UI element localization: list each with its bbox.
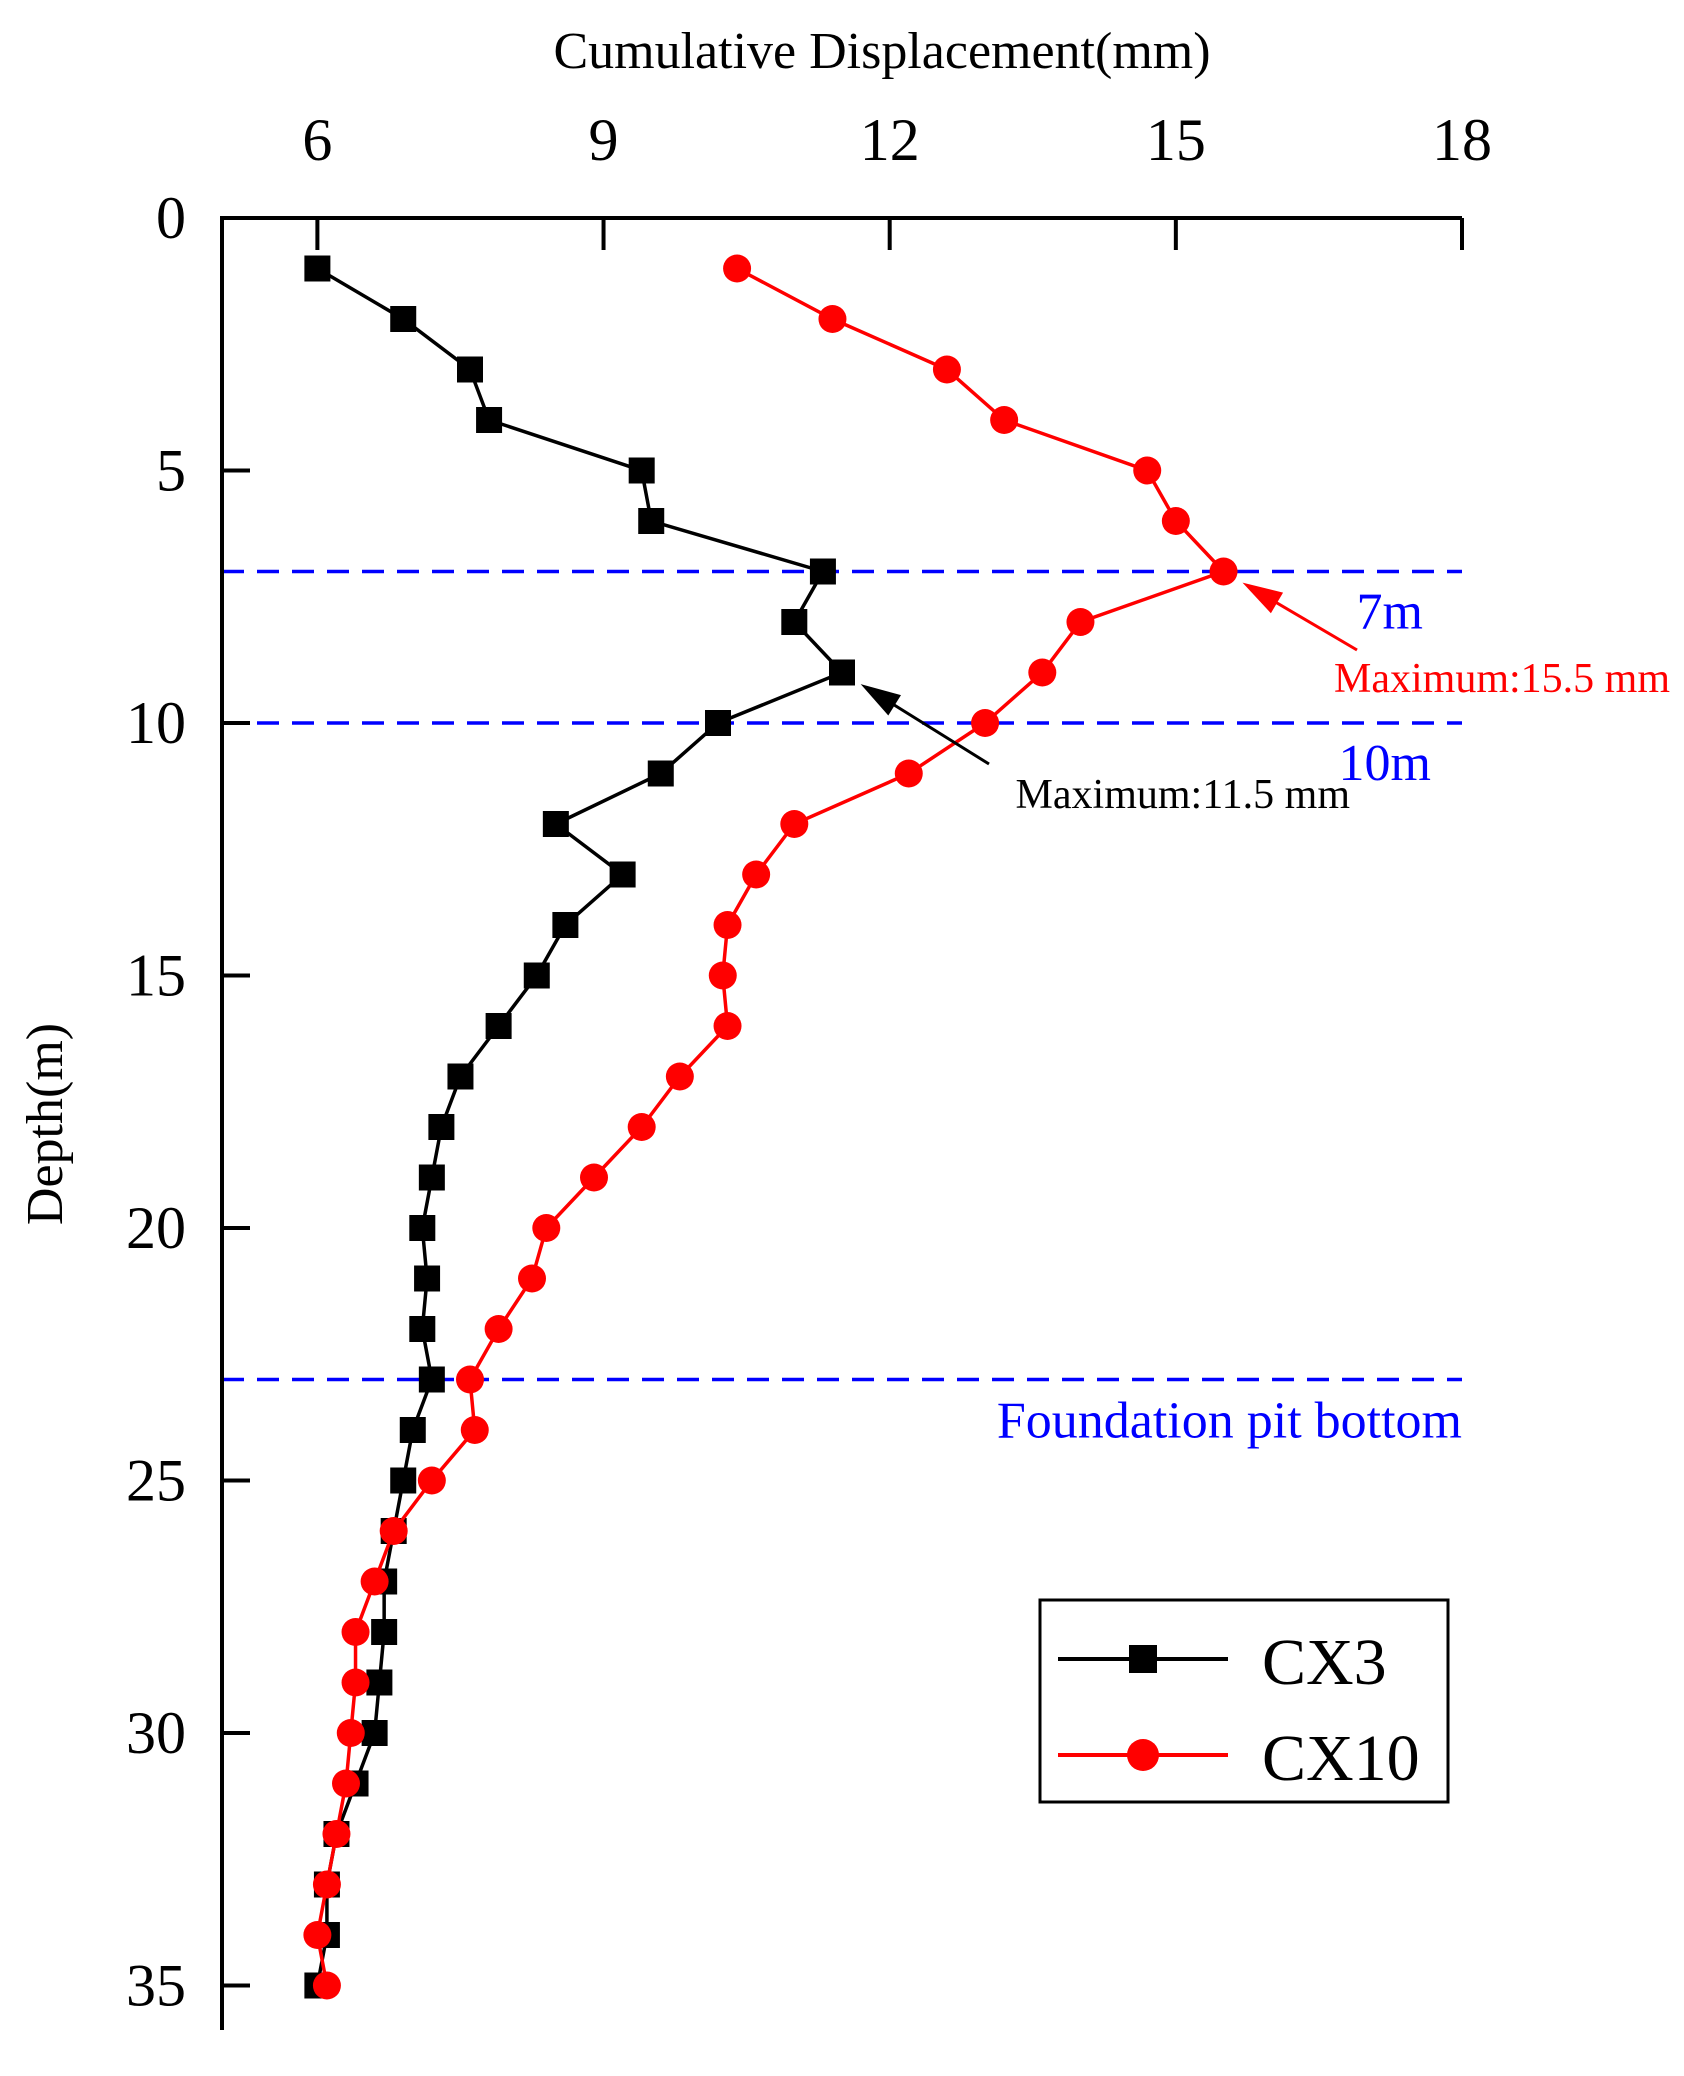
axes-layer: Cumulative Displacement(mm) Depth(m) 6 9 1… [17, 23, 1492, 2030]
data-point-cx3 [414, 1265, 441, 1292]
data-point-cx3 [628, 457, 655, 484]
data-point-cx3 [390, 306, 417, 332]
data-point-cx3 [409, 1316, 436, 1342]
data-point-cx10 [341, 1618, 370, 1646]
annotation-arrow-line [1267, 596, 1358, 652]
data-point-cx3 [304, 255, 331, 282]
data-point-cx10 [713, 1012, 742, 1040]
x-tick-label: 9 [589, 107, 619, 173]
data-point-cx10 [332, 1769, 360, 1798]
data-point-cx3 [399, 1417, 426, 1443]
data-point-cx3 [647, 760, 674, 787]
data-point-cx10 [742, 860, 771, 889]
reference-line-label: 10m [1339, 735, 1431, 792]
y-tick-label: 10 [126, 690, 186, 756]
data-point-cx10 [713, 911, 742, 939]
data-point-cx3 [371, 1619, 398, 1645]
x-tick-label: 6 [302, 107, 332, 173]
y-tick-label: 5 [156, 438, 186, 504]
legend-label-cx10: CX10 [1262, 1722, 1420, 1795]
data-point-cx10 [971, 709, 1000, 737]
data-point-cx10 [336, 1719, 365, 1747]
x-axis-title: Cumulative Displacement(mm) [553, 23, 1210, 80]
legend-label-cx3: CX3 [1262, 1626, 1387, 1699]
x-tick-label: 12 [860, 107, 920, 173]
data-point-cx10 [627, 1113, 656, 1141]
data-point-cx10 [532, 1214, 561, 1242]
data-point-cx10 [460, 1416, 489, 1444]
data-point-cx10 [1133, 456, 1162, 485]
data-point-cx3 [476, 407, 503, 433]
data-point-cx10 [723, 254, 752, 283]
data-point-cx3 [447, 1063, 474, 1090]
data-point-cx10 [1028, 658, 1057, 687]
annotations-layer: Maximum:15.5 mm Maximum:11.5 mm [860, 582, 1670, 818]
series-line-cx3 [315, 266, 846, 1986]
data-point-cx10 [456, 1365, 484, 1394]
data-point-cx3 [829, 659, 855, 686]
data-point-cx10 [417, 1466, 446, 1495]
data-point-cx10 [580, 1163, 608, 1192]
data-point-cx3 [485, 1013, 512, 1039]
data-point-cx3 [361, 1720, 388, 1746]
annotation-arrowhead [860, 684, 901, 716]
data-point-cx3 [390, 1467, 417, 1494]
legend: CX3 CX10 [1038, 1598, 1450, 1804]
annotation-label: Maximum:15.5 mm [1334, 656, 1670, 702]
data-point-cx10 [341, 1668, 370, 1697]
x-tick-label: 18 [1432, 107, 1492, 173]
data-point-cx3 [366, 1669, 393, 1696]
data-point-cx10 [894, 759, 923, 788]
data-point-cx10 [360, 1567, 389, 1596]
legend-box [1038, 1598, 1450, 1804]
data-point-cx3 [428, 1114, 455, 1140]
data-point-cx10 [818, 305, 847, 333]
data-point-cx10 [312, 1971, 341, 2000]
data-point-cx10 [990, 406, 1019, 434]
data-point-cx10 [932, 355, 961, 384]
y-tick-label: 20 [126, 1195, 186, 1261]
y-tick-label: 25 [126, 1448, 186, 1514]
data-point-cx3 [418, 1366, 445, 1393]
y-tick-label: 15 [126, 943, 186, 1009]
data-point-cx10 [1066, 608, 1095, 636]
data-point-cx10 [780, 810, 809, 838]
data-point-cx3 [418, 1164, 445, 1191]
data-point-cx10 [303, 1921, 332, 1949]
reference-lines-layer: 7m 10m Foundation pit bottom [222, 569, 1462, 1450]
legend-marker-cx10 [1127, 1739, 1159, 1771]
data-point-cx10 [518, 1264, 546, 1293]
annotation-label: Maximum:11.5 mm [1016, 772, 1351, 818]
data-point-cx10 [665, 1062, 694, 1091]
data-point-cx3 [609, 861, 636, 888]
data-point-cx3 [705, 710, 731, 736]
data-point-cx3 [457, 356, 483, 383]
annotation-arrowhead [1242, 582, 1284, 614]
y-tick-label: 0 [156, 185, 186, 251]
legend-marker-cx3 [1129, 1645, 1157, 1673]
data-point-cx3 [638, 508, 665, 534]
x-tick-label: 15 [1146, 107, 1206, 173]
y-axis-title: Depth(m) [17, 1023, 74, 1225]
data-point-cx10 [1161, 507, 1190, 535]
y-tick-label: 30 [126, 1700, 186, 1766]
data-point-cx10 [1209, 557, 1238, 586]
data-point-cx10 [322, 1820, 351, 1848]
y-tick-label: 35 [126, 1953, 186, 2019]
data-point-cx3 [409, 1215, 436, 1241]
data-point-cx10 [379, 1517, 408, 1545]
data-point-cx3 [523, 962, 550, 989]
reference-line-label: 7m [1357, 584, 1423, 641]
data-point-cx3 [542, 811, 569, 837]
data-point-cx3 [809, 558, 836, 585]
reference-line-label: Foundation pit bottom [997, 1393, 1462, 1450]
data-point-cx3 [781, 609, 808, 635]
data-point-cx10 [708, 961, 737, 990]
series-layer [303, 254, 1238, 2000]
data-point-cx10 [484, 1315, 513, 1343]
data-point-cx3 [552, 912, 579, 938]
annotation-arrow-line [885, 698, 990, 766]
data-point-cx10 [312, 1870, 341, 1899]
